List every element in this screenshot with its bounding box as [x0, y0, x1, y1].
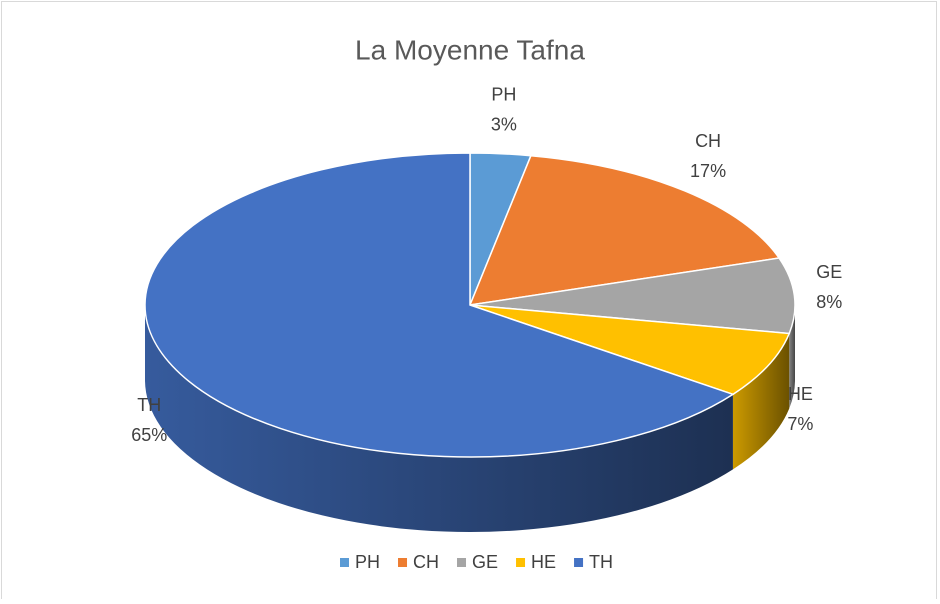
legend-swatch [457, 558, 467, 567]
data-label-value: 65% [131, 425, 167, 445]
slice-side [732, 333, 790, 470]
legend-label: HE [531, 552, 556, 572]
chart-title: La Moyenne Tafna [355, 34, 585, 65]
slice [469, 257, 796, 335]
data-label-value: 17% [690, 161, 726, 181]
slice [469, 304, 791, 396]
data-label-name: PH [491, 85, 516, 105]
legend-label: PH [355, 552, 380, 572]
data-label-name: GE [816, 262, 842, 282]
legend-label: GE [472, 552, 498, 572]
legend-swatch [574, 558, 584, 567]
data-label-name: HE [788, 384, 813, 404]
legend-label: TH [589, 552, 613, 572]
data-label-name: CH [695, 131, 721, 151]
legend-label: CH [413, 552, 439, 572]
slice [468, 154, 781, 306]
legend-swatch [516, 558, 526, 567]
legend-swatch [340, 558, 349, 567]
data-label-value: 3% [491, 115, 517, 135]
data-label-name: TH [137, 395, 161, 415]
data-label-value: 8% [816, 292, 842, 312]
slice [144, 152, 735, 458]
legend-swatch [398, 558, 408, 567]
slice-side [145, 305, 733, 532]
data-label-value: 7% [787, 414, 813, 434]
